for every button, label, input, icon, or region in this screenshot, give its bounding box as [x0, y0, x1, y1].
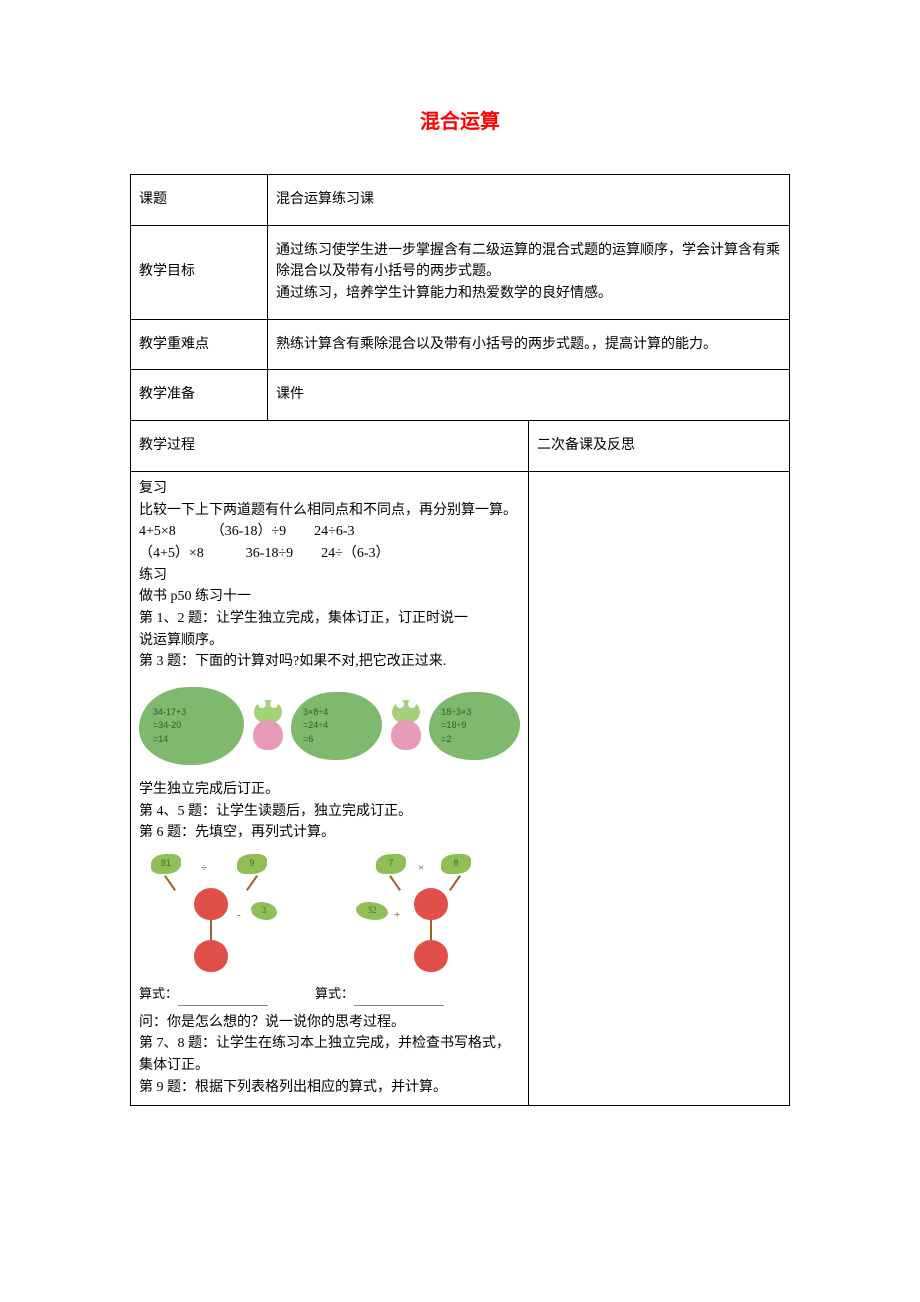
process-label: 教学过程 [131, 421, 529, 472]
leaf1-line1: 34-17+3 [153, 706, 244, 720]
goal-text: 通过练习使学生进一步掌握含有二级运算的混合式题的运算顺序，学会计算含有乘除混合以… [276, 243, 780, 301]
notes-label: 二次备课及反思 [529, 421, 790, 472]
topic-row: 课题 混合运算练习课 [131, 175, 790, 226]
frog-icon-2 [388, 698, 423, 754]
leaf-figure-3: 18÷3×3 =18÷9 =2 [429, 692, 520, 760]
t2-top-left: 7 [376, 854, 406, 874]
leaf1-line3: =14 [153, 733, 244, 747]
t1-top-right: 9 [237, 854, 267, 874]
p-q45: 第 4、5 题：让学生读题后，独立完成订正。 [139, 801, 520, 823]
p-expr2: （4+5）×8 36-18÷9 24÷（6-3） [139, 543, 520, 565]
notes-cell [529, 471, 790, 1105]
process-body-row: 复习 比较一下上下两道题有什么相同点和不同点，再分别算一算。 4+5×8 （36… [131, 471, 790, 1105]
diff-label: 教学重难点 [131, 319, 268, 370]
p-book: 做书 p50 练习十一 [139, 586, 520, 608]
t2-bot-apple [414, 940, 448, 972]
expr-blank-2 [354, 993, 444, 1006]
p-expr1: 4+5×8 （36-18）÷9 24÷6-3 [139, 521, 520, 543]
tree-figures: 81 ÷ 9 - 3 7 [139, 852, 520, 982]
leaf3-line3: =2 [441, 733, 520, 747]
p-q78: 第 7、8 题：让学生在练习本上独立完成，并检查书写格式，集体订正。 [139, 1033, 520, 1076]
leaf3-line1: 18÷3×3 [441, 706, 520, 720]
leaf1-line2: =34-20 [153, 719, 244, 733]
diff-value: 熟练计算含有乘除混合以及带有小括号的两步式题。，提高计算的能力。 [268, 319, 790, 370]
frog-icon-1 [250, 698, 285, 754]
expr-blank-1 [178, 993, 268, 1006]
topic-label: 课题 [131, 175, 268, 226]
p-practice: 练习 [139, 565, 520, 587]
t1-top-left: 81 [151, 854, 181, 874]
topic-value: 混合运算练习课 [268, 175, 790, 226]
document-page: 混合运算 课题 混合运算练习课 教学目标 通过练习使学生进一步掌握含有二级运算的… [0, 0, 920, 1166]
t2-side-leaf: 32 [356, 902, 388, 920]
leaf2-line3: =6 [303, 733, 382, 747]
p-q12b: 说运算顺序。 [139, 630, 520, 652]
tree-diagram-2: 7 × 8 32 + [336, 852, 486, 982]
p-q3: 第 3 题：下面的计算对吗?如果不对,把它改正过来. [139, 651, 520, 673]
t1-side-leaf: 3 [251, 902, 277, 920]
leaf-figure-row: 34-17+3 =34-20 =14 3×8÷4 =24÷4 =6 [139, 687, 520, 765]
leaf2-line2: =24÷4 [303, 719, 382, 733]
p-after-leaf: 学生独立完成后订正。 [139, 779, 520, 801]
t1-side-op: - [237, 907, 241, 924]
p-q12a: 第 1、2 题：让学生独立完成，集体订正，订正时说一 [139, 608, 520, 630]
leaf3-line2: =18÷9 [441, 719, 520, 733]
t2-op: × [418, 860, 424, 877]
goal-row: 教学目标 通过练习使学生进一步掌握含有二级运算的混合式题的运算顺序，学会计算含有… [131, 225, 790, 319]
process-header-row: 教学过程 二次备课及反思 [131, 421, 790, 472]
process-body-cell: 复习 比较一下上下两道题有什么相同点和不同点，再分别算一算。 4+5×8 （36… [131, 471, 529, 1105]
p-q9: 第 9 题：根据下列表格列出相应的算式，并计算。 [139, 1077, 520, 1099]
t1-op: ÷ [201, 860, 207, 877]
p-review: 复习 [139, 478, 520, 500]
p-ask: 问：你是怎么想的？说一说你的思考过程。 [139, 1012, 520, 1034]
expression-lines: 算式： 算式： [139, 984, 520, 1006]
p-compare: 比较一下上下两道题有什么相同点和不同点，再分别算一算。 [139, 500, 520, 522]
prep-label: 教学准备 [131, 370, 268, 421]
prep-row: 教学准备 课件 [131, 370, 790, 421]
p-q6: 第 6 题：先填空，再列式计算。 [139, 822, 520, 844]
expr-label-1: 算式： [139, 986, 178, 1001]
difficulty-row: 教学重难点 熟练计算含有乘除混合以及带有小括号的两步式题。，提高计算的能力。 [131, 319, 790, 370]
leaf-figure-2: 3×8÷4 =24÷4 =6 [291, 692, 382, 760]
t2-top-right: 8 [441, 854, 471, 874]
process-body: 复习 比较一下上下两道题有什么相同点和不同点，再分别算一算。 4+5×8 （36… [139, 478, 520, 1099]
t2-mid-apple [414, 888, 448, 920]
tree-diagram-1: 81 ÷ 9 - 3 [139, 852, 289, 982]
expr-label-2: 算式： [315, 986, 354, 1001]
leaf2-line1: 3×8÷4 [303, 706, 382, 720]
t2-side-op: + [394, 907, 400, 924]
goal-label: 教学目标 [131, 225, 268, 319]
leaf-figure-1: 34-17+3 =34-20 =14 [139, 687, 244, 765]
lesson-plan-table: 课题 混合运算练习课 教学目标 通过练习使学生进一步掌握含有二级运算的混合式题的… [130, 174, 790, 1106]
page-title: 混合运算 [130, 105, 790, 134]
t1-bot-apple [194, 940, 228, 972]
prep-value: 课件 [268, 370, 790, 421]
t1-mid-apple [194, 888, 228, 920]
goal-value: 通过练习使学生进一步掌握含有二级运算的混合式题的运算顺序，学会计算含有乘除混合以… [268, 225, 790, 319]
